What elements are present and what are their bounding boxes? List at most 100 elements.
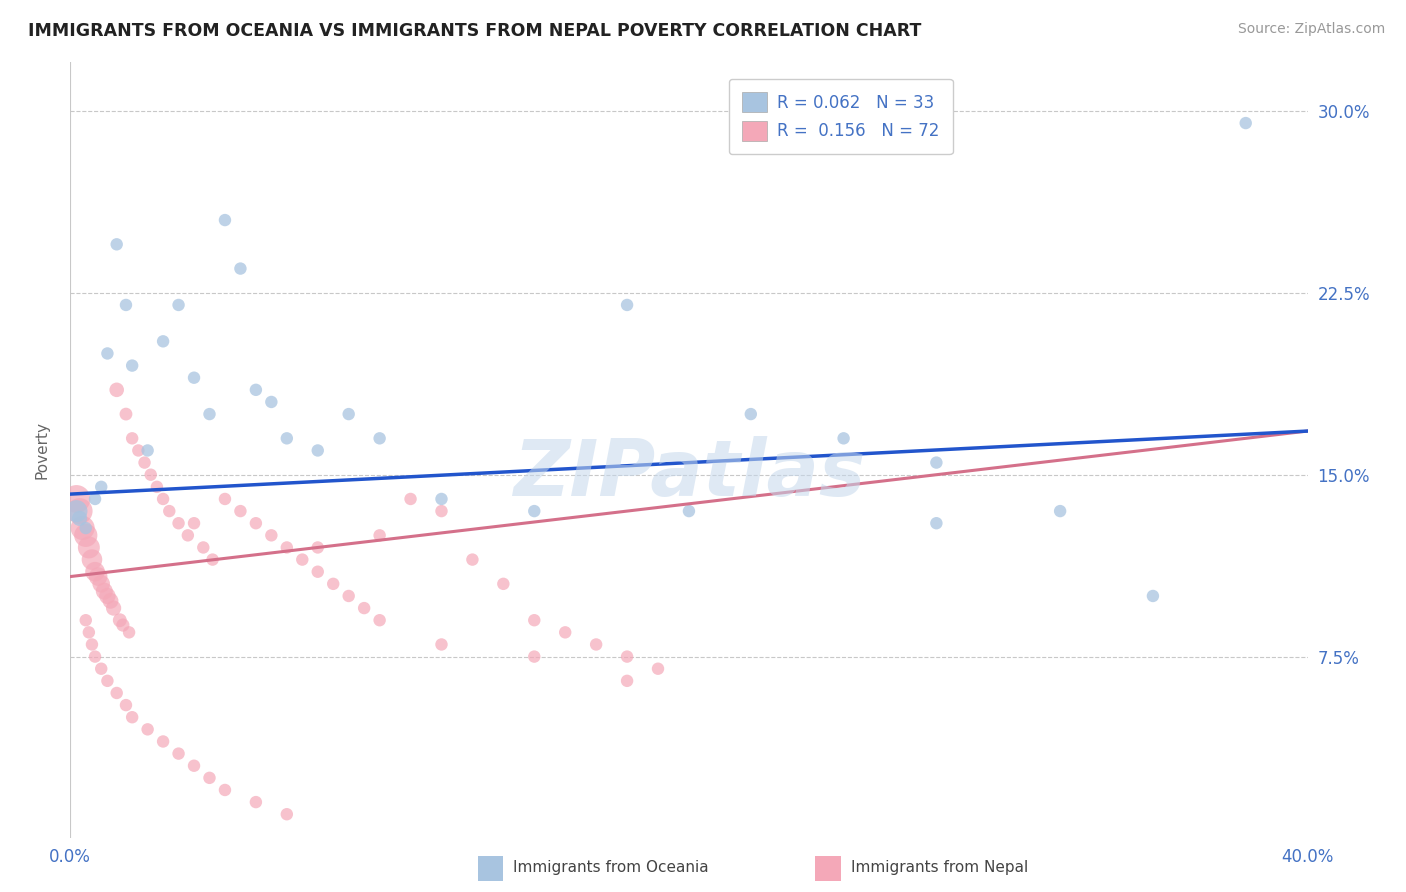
- Point: [291, 552, 314, 566]
- Point: [115, 407, 138, 421]
- Point: [337, 589, 360, 603]
- Point: [152, 734, 174, 748]
- Point: [167, 298, 190, 312]
- Point: [75, 521, 97, 535]
- Point: [616, 298, 638, 312]
- Point: [260, 528, 283, 542]
- Point: [183, 370, 205, 384]
- Point: [65, 491, 87, 506]
- Point: [84, 565, 107, 579]
- Point: [115, 698, 138, 712]
- Point: [554, 625, 576, 640]
- Point: [84, 491, 107, 506]
- Point: [152, 491, 174, 506]
- Point: [276, 431, 298, 445]
- Point: [307, 443, 329, 458]
- Point: [90, 480, 112, 494]
- Point: [118, 625, 141, 640]
- Point: [127, 443, 149, 458]
- Point: [229, 504, 252, 518]
- Point: [193, 541, 215, 555]
- Point: [134, 456, 156, 470]
- Point: [616, 649, 638, 664]
- Point: [136, 723, 159, 737]
- Point: [65, 504, 87, 518]
- Point: [616, 673, 638, 688]
- Point: [1049, 504, 1071, 518]
- Point: [93, 584, 115, 599]
- Point: [121, 710, 143, 724]
- Point: [167, 747, 190, 761]
- Point: [260, 395, 283, 409]
- Point: [80, 552, 103, 566]
- Point: [523, 504, 546, 518]
- Point: [198, 407, 221, 421]
- Point: [157, 504, 180, 518]
- Point: [87, 569, 110, 583]
- Point: [72, 521, 94, 535]
- Point: [75, 613, 97, 627]
- Point: [322, 577, 344, 591]
- Point: [368, 613, 391, 627]
- Point: [80, 637, 103, 651]
- Point: [90, 662, 112, 676]
- Point: [307, 541, 329, 555]
- Point: [740, 407, 762, 421]
- Text: Immigrants from Nepal: Immigrants from Nepal: [851, 860, 1028, 874]
- Point: [368, 431, 391, 445]
- Point: [177, 528, 200, 542]
- Point: [647, 662, 669, 676]
- Point: [77, 541, 100, 555]
- Y-axis label: Poverty: Poverty: [35, 421, 49, 480]
- Point: [276, 807, 298, 822]
- Point: [201, 552, 224, 566]
- Point: [430, 637, 453, 651]
- Point: [75, 528, 97, 542]
- Point: [245, 383, 267, 397]
- Point: [146, 480, 169, 494]
- Point: [1234, 116, 1257, 130]
- Point: [492, 577, 515, 591]
- Point: [229, 261, 252, 276]
- Point: [214, 213, 236, 227]
- Point: [105, 686, 128, 700]
- Point: [1142, 589, 1164, 603]
- Point: [245, 516, 267, 531]
- Legend: R = 0.062   N = 33, R =  0.156   N = 72: R = 0.062 N = 33, R = 0.156 N = 72: [728, 78, 953, 154]
- Point: [430, 491, 453, 506]
- Point: [337, 407, 360, 421]
- Point: [399, 491, 422, 506]
- Point: [105, 237, 128, 252]
- Point: [214, 783, 236, 797]
- Point: [307, 565, 329, 579]
- Text: ZIPatlas: ZIPatlas: [513, 435, 865, 512]
- Point: [121, 359, 143, 373]
- Text: Source: ZipAtlas.com: Source: ZipAtlas.com: [1237, 22, 1385, 37]
- Point: [111, 618, 134, 632]
- Point: [183, 758, 205, 772]
- Point: [100, 594, 122, 608]
- Point: [461, 552, 484, 566]
- Point: [103, 601, 125, 615]
- Point: [136, 443, 159, 458]
- Point: [69, 504, 91, 518]
- Point: [353, 601, 375, 615]
- Point: [183, 516, 205, 531]
- Point: [585, 637, 607, 651]
- Point: [276, 541, 298, 555]
- Point: [96, 673, 118, 688]
- Point: [430, 504, 453, 518]
- Text: IMMIGRANTS FROM OCEANIA VS IMMIGRANTS FROM NEPAL POVERTY CORRELATION CHART: IMMIGRANTS FROM OCEANIA VS IMMIGRANTS FR…: [28, 22, 921, 40]
- Point: [77, 625, 100, 640]
- Point: [523, 613, 546, 627]
- Point: [90, 577, 112, 591]
- Point: [214, 491, 236, 506]
- Point: [832, 431, 855, 445]
- Point: [108, 613, 131, 627]
- Point: [121, 431, 143, 445]
- Point: [84, 649, 107, 664]
- Point: [925, 456, 948, 470]
- Point: [152, 334, 174, 349]
- Text: Immigrants from Oceania: Immigrants from Oceania: [513, 860, 709, 874]
- Point: [678, 504, 700, 518]
